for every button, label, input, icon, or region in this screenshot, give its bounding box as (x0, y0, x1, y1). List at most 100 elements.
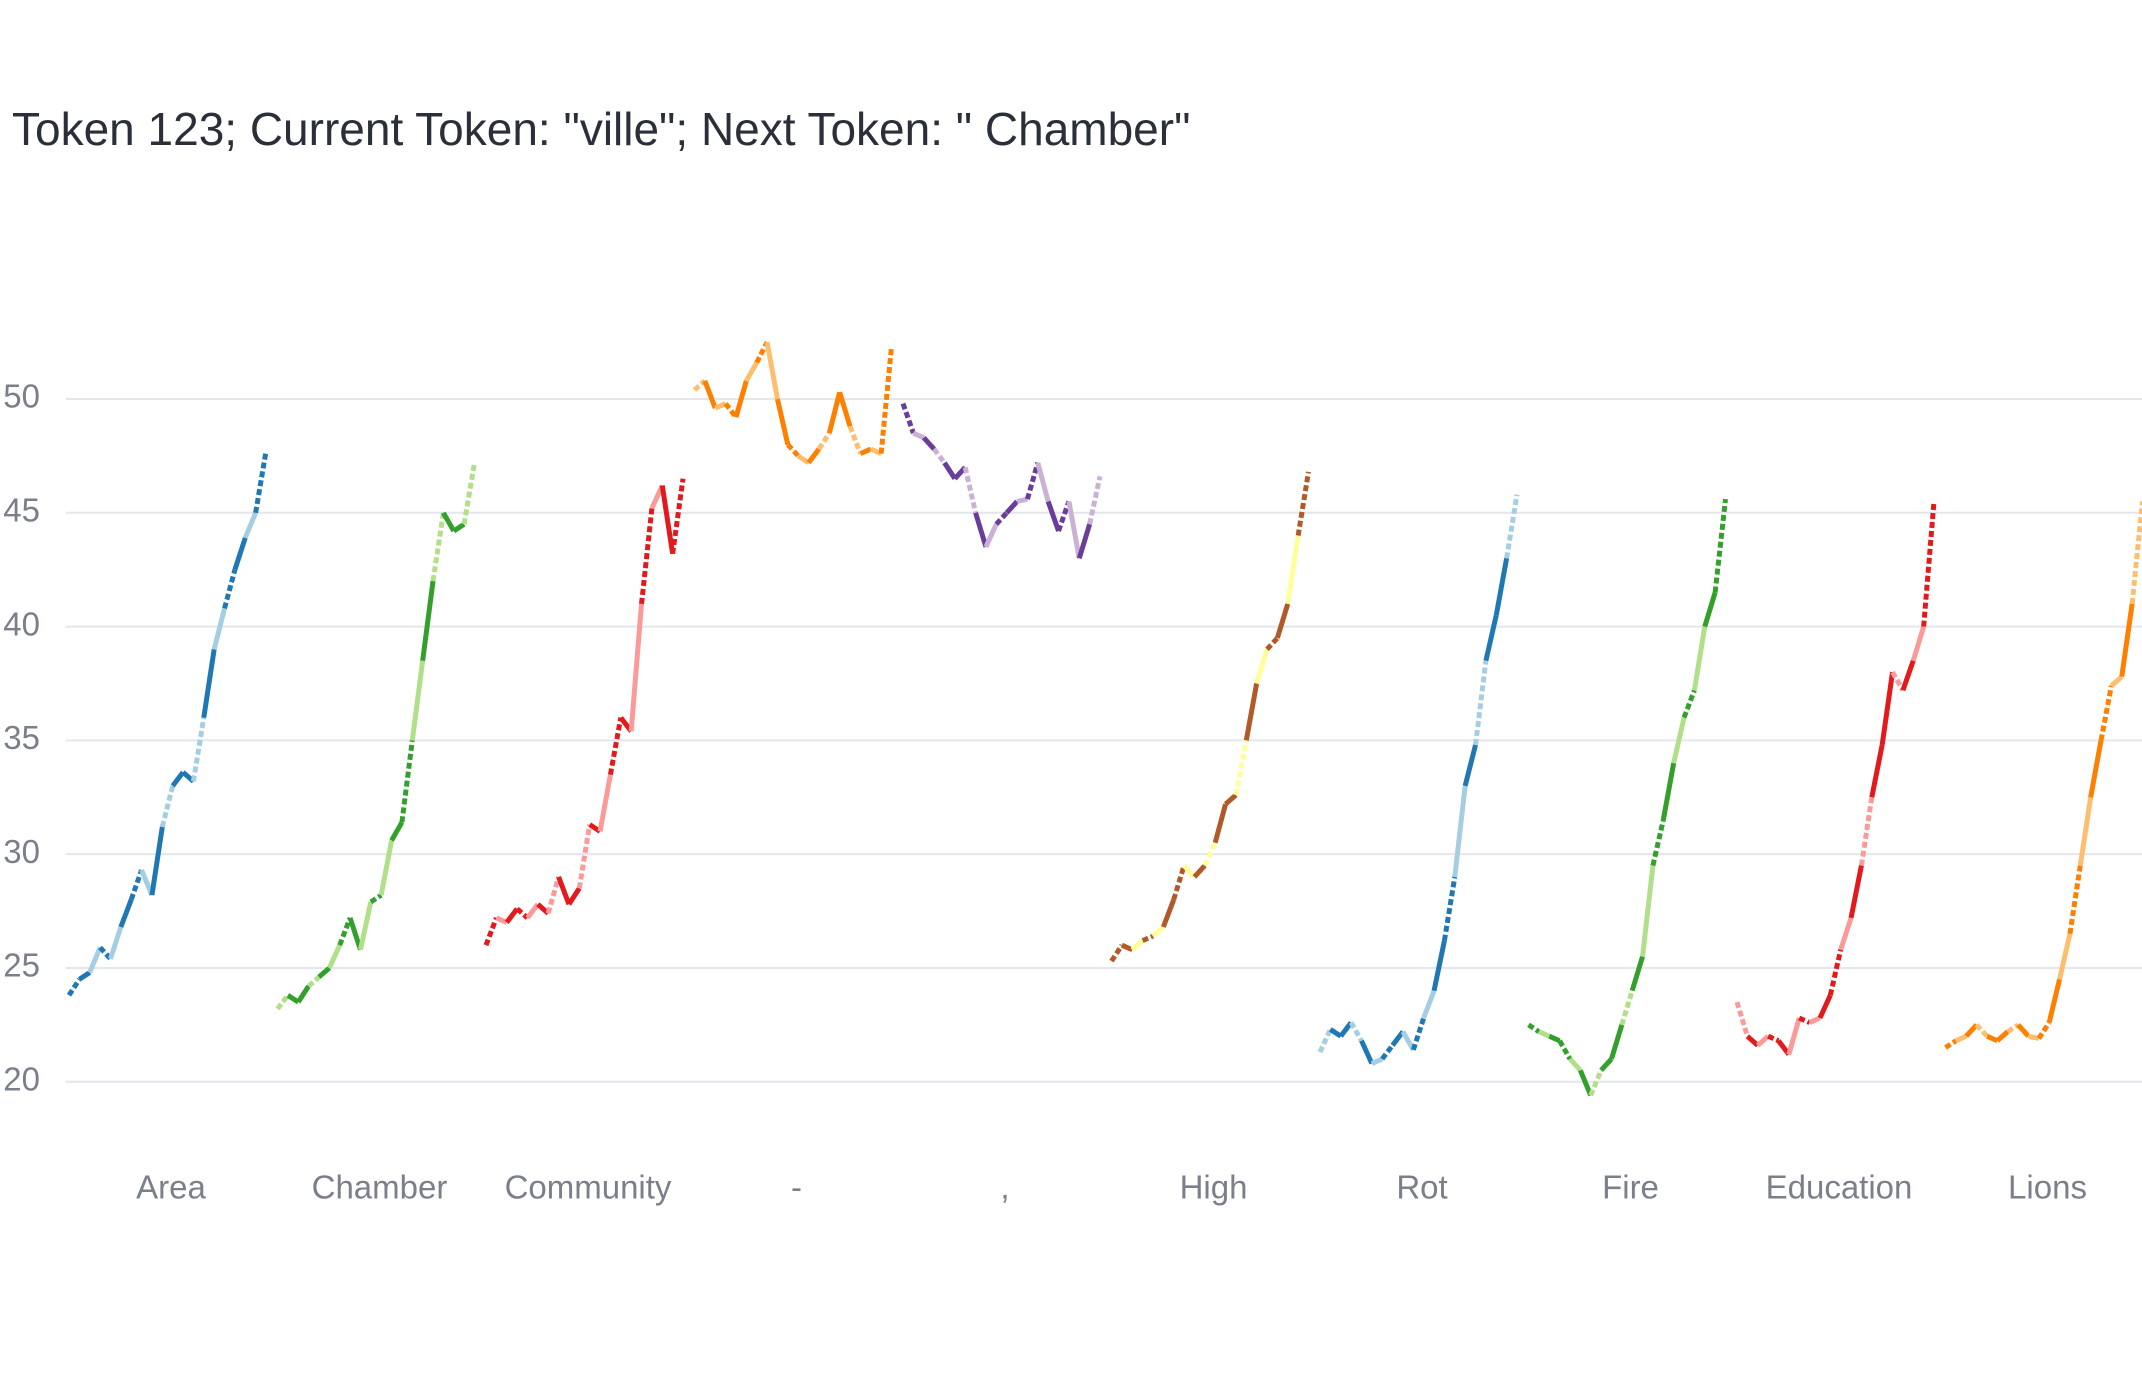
line-segment (1441, 876, 1458, 942)
line-segment (1745, 1034, 1760, 1048)
line-segment (190, 717, 207, 782)
line-segment (1858, 796, 1875, 866)
y-tick-label: 45 (3, 492, 40, 529)
line-segment (1588, 1069, 1604, 1097)
line-segment (87, 946, 103, 974)
line-segment (1483, 614, 1499, 662)
line-segment (1338, 1021, 1354, 1038)
line-segment (1557, 1039, 1573, 1061)
line-segment (733, 380, 749, 418)
line-segment (2119, 603, 2135, 678)
line-segment (1223, 793, 1238, 806)
line-segment (932, 447, 947, 465)
line-segment (1016, 496, 1028, 504)
line-segment (1798, 1015, 1811, 1025)
line-segment (1964, 1023, 1979, 1038)
line-segment (983, 523, 999, 548)
line-segment (1462, 744, 1478, 787)
line-segment (118, 898, 134, 928)
x-tick-label: High (1180, 1169, 1248, 1206)
line-segment (1900, 659, 1916, 692)
y-tick-label: 35 (3, 719, 40, 756)
line-segment (744, 361, 759, 383)
line-segment (1493, 557, 1510, 616)
line-segment (461, 462, 477, 525)
line-segment (556, 876, 572, 906)
line-segment (1141, 933, 1154, 943)
x-tick-label: Community (505, 1169, 672, 1206)
line-segment (1629, 955, 1645, 992)
line-segment (2098, 685, 2114, 741)
x-tick-label: Rot (1396, 1169, 1447, 1206)
line-segment (2077, 796, 2094, 866)
line-segment (1504, 494, 1520, 559)
line-segment (545, 876, 561, 915)
line-segment (1452, 785, 1468, 878)
line-segment (973, 512, 989, 548)
line-segment (242, 511, 258, 539)
line-segment (2016, 1023, 2031, 1038)
x-tick-label: , (1000, 1169, 1009, 1206)
line-segment (1691, 626, 1708, 691)
line-segment (785, 442, 801, 458)
line-segment (775, 398, 791, 446)
line-segment (1285, 535, 1301, 605)
line-segment (1808, 1015, 1821, 1025)
line-segment (1734, 1001, 1750, 1037)
line-segment (2088, 739, 2104, 798)
line-segment (702, 379, 718, 410)
line-segment (2027, 1033, 2040, 1041)
line-segment (1640, 865, 1656, 957)
line-segment (847, 425, 863, 455)
y-tick-label: 50 (3, 378, 40, 415)
line-segment (1838, 917, 1854, 951)
line-segment (253, 450, 269, 514)
line-segment (576, 824, 593, 889)
line-segment (275, 993, 290, 1011)
line-segment (504, 907, 520, 924)
line-segment (1265, 636, 1280, 652)
line-segment (452, 522, 466, 534)
line-segment (1921, 501, 1937, 627)
line-segment (962, 466, 979, 514)
line-segment (1786, 1017, 1802, 1056)
line-segment (358, 901, 374, 951)
line-segment (1087, 475, 1103, 525)
x-tick-label: Chamber (312, 1169, 448, 1206)
line-segment (2129, 501, 2142, 605)
line-segment (1421, 989, 1437, 1019)
line-segment (1431, 940, 1447, 992)
line-segment (317, 966, 331, 979)
chart-title: Token 123; Current Token: "ville"; Next … (12, 103, 1190, 155)
line-segment (921, 436, 936, 451)
line-segment (149, 826, 165, 896)
line-segment (1120, 942, 1134, 953)
line-segment (1619, 989, 1635, 1026)
line-segment (597, 774, 613, 832)
line-segment (2006, 1022, 2020, 1034)
line-segment (1702, 591, 1718, 628)
line-segment (409, 660, 426, 741)
line-segment (1660, 762, 1677, 821)
line-segment (994, 511, 1009, 526)
line-segment (327, 944, 342, 969)
y-tick-label: 40 (3, 605, 40, 642)
line-segment (232, 537, 248, 571)
line-segment (1681, 689, 1697, 719)
line-segment (900, 402, 916, 434)
line-segment (607, 717, 624, 775)
line-segment (1817, 994, 1833, 1020)
line-segment (878, 346, 894, 454)
line-segment (714, 401, 727, 411)
line-segment (2046, 978, 2062, 1024)
line-segment (1004, 499, 1019, 515)
line-segment (639, 507, 655, 605)
line-segment (1410, 1017, 1427, 1051)
line-segment (1390, 1030, 1405, 1047)
line-segment (1045, 500, 1061, 532)
line-segment (495, 915, 508, 925)
line-segment (1609, 1024, 1625, 1060)
line-segment (1954, 1033, 1968, 1044)
line-segment (1359, 1039, 1375, 1065)
